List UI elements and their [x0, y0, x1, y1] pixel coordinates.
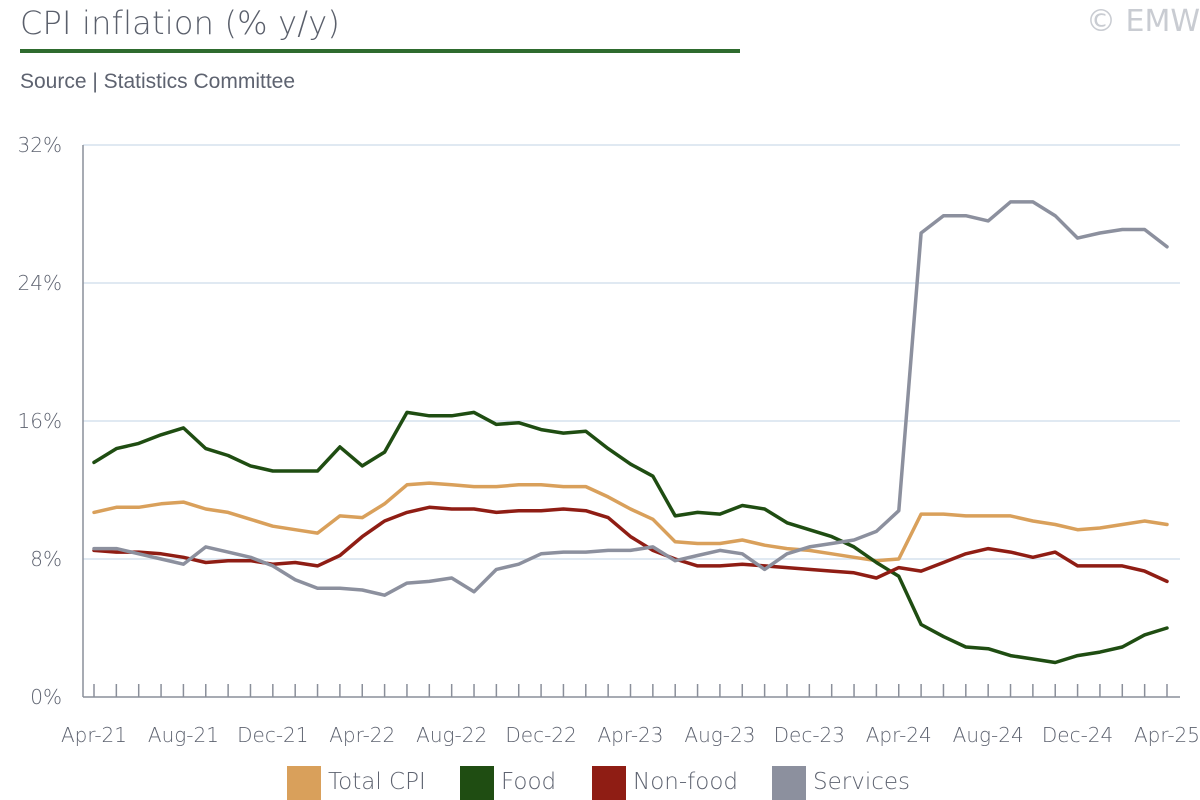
series-line-total-cpi — [92, 481, 1169, 563]
series-lines — [92, 200, 1169, 665]
x-tick-label: Aug-21 — [148, 723, 219, 747]
gridlines — [83, 144, 1180, 560]
x-tick-label: Apr-25 — [1134, 723, 1200, 747]
chart-subtitle: Source | Statistics Committee — [20, 70, 296, 93]
legend-label: Non-food — [633, 769, 738, 795]
series-line-food — [92, 410, 1169, 665]
y-tick-label: 32% — [18, 133, 62, 157]
y-tick-label: 0% — [30, 685, 62, 709]
x-tick-label: Apr-22 — [329, 723, 395, 747]
y-axis: 0% 8% 16% 24% 32% — [18, 133, 84, 709]
y-tick-label: 8% — [30, 547, 62, 571]
chart-title: CPI inflation (% y/y) — [20, 4, 341, 42]
series-line-non-food — [92, 505, 1169, 584]
series-line-services — [92, 200, 1169, 597]
legend-label: Total CPI — [328, 769, 426, 795]
y-tick-label: 24% — [18, 271, 62, 295]
legend: Total CPI Food Non-food Services — [0, 766, 1200, 800]
x-tick-label: Aug-24 — [953, 723, 1024, 747]
x-tick-label: Dec-23 — [774, 723, 845, 747]
x-tick-label: Dec-22 — [505, 723, 576, 747]
x-tick-label: Apr-21 — [61, 723, 127, 747]
copyright-text: © EMW — [1085, 4, 1200, 39]
x-tick-label: Aug-22 — [416, 723, 487, 747]
x-tick-label: Aug-23 — [684, 723, 755, 747]
x-axis: Apr-21 Aug-21 Dec-21 Apr-22 Aug-22 Dec-22 Apr-… — [61, 684, 1200, 747]
x-tick-label: Apr-24 — [866, 723, 932, 747]
legend-label: Services — [813, 769, 910, 795]
title-underline — [20, 49, 740, 53]
legend-swatch — [772, 766, 806, 800]
legend-label: Food — [501, 769, 557, 795]
legend-swatch — [460, 766, 494, 800]
x-tick-label: Apr-23 — [598, 723, 664, 747]
y-tick-label: 16% — [18, 409, 62, 433]
legend-swatch — [287, 766, 321, 800]
x-tick-label: Dec-21 — [237, 723, 308, 747]
legend-swatch — [592, 766, 626, 800]
x-tick-label: Dec-24 — [1042, 723, 1113, 747]
